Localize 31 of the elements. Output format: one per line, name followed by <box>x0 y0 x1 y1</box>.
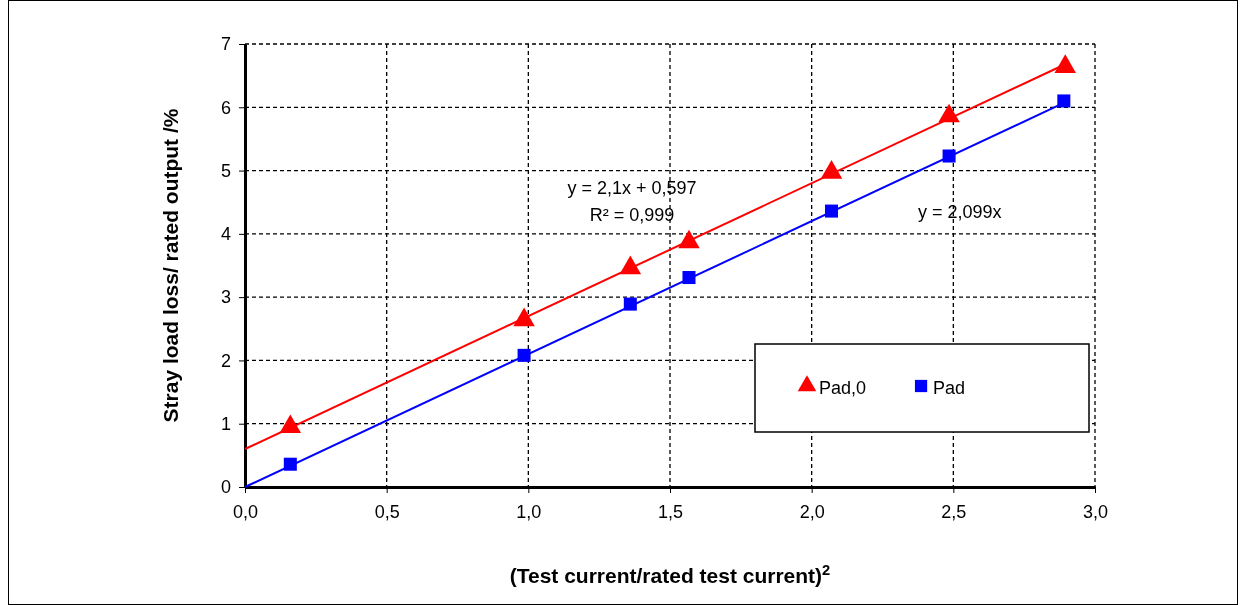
point <box>938 103 960 123</box>
point <box>1054 54 1076 73</box>
point <box>283 457 297 471</box>
point <box>517 348 531 362</box>
annotation: y = 2,099x <box>918 202 1002 222</box>
x-tick-label: 3,0 <box>1082 501 1109 522</box>
point <box>678 229 700 249</box>
annotation: y = 2,1x + 0,597 <box>567 178 697 198</box>
x-tick-label: 2,5 <box>941 501 967 522</box>
annotation: R² = 0,999 <box>589 205 675 225</box>
y-tick-label: 2 <box>220 350 231 371</box>
legend-label: Pad <box>933 378 966 398</box>
point <box>513 307 535 327</box>
y-axis-title: Stray load loss/ rated output /% <box>159 108 182 423</box>
x-axis-title: (Test current/rated test current)$^{2}$ <box>509 562 831 587</box>
x-tick-label: 0,0 <box>232 501 259 522</box>
y-tick-label: 4 <box>220 224 231 245</box>
x-tick-label: 0,5 <box>374 501 400 522</box>
y-tick-label: 1 <box>220 413 231 434</box>
y-tick-label: 7 <box>220 34 231 55</box>
point <box>619 255 642 275</box>
y-tick-label: 5 <box>220 160 231 181</box>
y-tick-label: 3 <box>220 287 231 308</box>
point <box>623 297 637 311</box>
x-tick-label: 1,0 <box>516 501 542 522</box>
y-tick-label: 6 <box>220 97 231 118</box>
legend-label: Pad,0 <box>819 378 867 398</box>
point <box>820 160 843 179</box>
x-tick-label: 2,0 <box>799 501 825 522</box>
x-tick-label: 1,5 <box>657 501 684 522</box>
y-tick-label: 0 <box>220 477 231 498</box>
